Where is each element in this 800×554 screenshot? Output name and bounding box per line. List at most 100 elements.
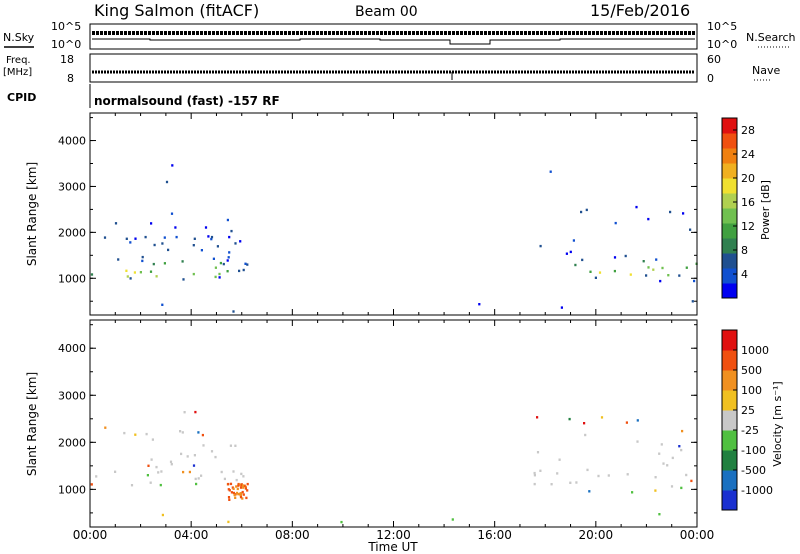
heatmap-cell bbox=[222, 262, 225, 266]
heatmap-cell bbox=[478, 303, 481, 306]
heatmap-cell bbox=[155, 275, 158, 278]
heatmap-cell bbox=[192, 464, 196, 467]
heatmap-cell bbox=[614, 221, 617, 225]
xtick-label: 20:00 bbox=[579, 528, 614, 542]
heatmap-cell bbox=[232, 470, 235, 473]
heatmap-cell bbox=[242, 493, 245, 496]
heatmap-cell bbox=[681, 429, 684, 433]
heatmap-cell bbox=[219, 261, 222, 265]
freq-panel bbox=[89, 53, 698, 83]
xtick-label: 00:00 bbox=[680, 528, 715, 542]
heatmap-cell bbox=[655, 258, 658, 261]
heatmap-cell bbox=[242, 484, 245, 487]
heatmap-cell bbox=[654, 489, 657, 492]
heatmap-cell bbox=[227, 520, 230, 524]
heatmap-cell bbox=[129, 277, 132, 280]
heatmap-cell bbox=[175, 235, 178, 239]
heatmap-cell bbox=[242, 475, 245, 478]
power-colorbar: 28 24 20 16 12 8 4 bbox=[721, 117, 755, 299]
freq-tick-bottom: 8 bbox=[67, 72, 74, 85]
heatmap-cell bbox=[230, 491, 233, 494]
heatmap-cell bbox=[635, 205, 638, 209]
colorbar-tick-label: 4 bbox=[741, 268, 748, 281]
freq-label: Freq. bbox=[6, 55, 31, 66]
heatmap-cell bbox=[195, 482, 198, 486]
heatmap-cell bbox=[647, 266, 650, 269]
heatmap-cell bbox=[114, 470, 117, 473]
heatmap-cell bbox=[667, 274, 670, 277]
heatmap-cell bbox=[169, 460, 173, 463]
heatmap-cell bbox=[194, 410, 197, 414]
heatmap-cell bbox=[230, 229, 233, 233]
heatmap-cell bbox=[227, 256, 230, 259]
heatmap-cell bbox=[682, 212, 685, 215]
heatmap-cell bbox=[560, 306, 563, 309]
heatmap-cell bbox=[680, 486, 683, 490]
heatmap-cell bbox=[580, 210, 583, 214]
colorbar-segment bbox=[722, 283, 737, 299]
ytick-label: 2000 bbox=[58, 436, 86, 449]
heatmap-cell bbox=[129, 241, 132, 244]
ytick-label: 3000 bbox=[58, 180, 86, 193]
colorbar-tick-label: -1000 bbox=[741, 484, 773, 497]
cpid-text: normalsound (fast) -157 RF bbox=[94, 94, 280, 108]
heatmap-cell bbox=[210, 237, 213, 241]
heatmap-cell bbox=[241, 497, 244, 500]
heatmap-cell bbox=[678, 445, 681, 448]
heatmap-cell bbox=[218, 272, 221, 276]
heatmap-cell bbox=[232, 487, 235, 490]
heatmap-cell bbox=[171, 164, 174, 167]
heatmap-cell bbox=[533, 482, 536, 486]
noise-tick-right-bottom: 10^0 bbox=[707, 38, 737, 51]
heatmap-cell bbox=[157, 471, 160, 474]
colorbar-segment bbox=[722, 350, 737, 371]
time-axis-label: Time UT bbox=[367, 540, 418, 554]
heatmap-cell bbox=[163, 236, 166, 239]
heatmap-cell bbox=[669, 210, 672, 214]
heatmap-cell bbox=[161, 513, 164, 517]
ytick-label: 1000 bbox=[58, 272, 86, 285]
heatmap-cell bbox=[670, 485, 674, 488]
heatmap-cell bbox=[141, 259, 144, 263]
heatmap-cell bbox=[228, 251, 231, 254]
colorbar-segment bbox=[722, 330, 737, 351]
heatmap-cell bbox=[170, 463, 173, 466]
heatmap-cell bbox=[104, 426, 107, 429]
heatmap-cell bbox=[125, 237, 128, 240]
heatmap-cell bbox=[613, 256, 617, 259]
colorbar-segment bbox=[722, 178, 737, 194]
heatmap-cell bbox=[227, 496, 231, 499]
colorbar-tick-label: 8 bbox=[741, 244, 748, 257]
heatmap-cell bbox=[539, 244, 542, 248]
heatmap-cell bbox=[647, 217, 650, 221]
heatmap-cell bbox=[680, 448, 683, 452]
heatmap-cell bbox=[223, 477, 226, 481]
heatmap-cell bbox=[226, 218, 229, 222]
heatmap-cell bbox=[200, 474, 203, 477]
heatmap-cell bbox=[631, 491, 634, 494]
heatmap-cell bbox=[150, 222, 153, 225]
heatmap-cell bbox=[239, 486, 243, 489]
heatmap-cell bbox=[245, 496, 248, 500]
heatmap-cell bbox=[180, 452, 183, 456]
heatmap-cell bbox=[150, 458, 153, 461]
heatmap-cell bbox=[188, 470, 191, 474]
heatmap-cell bbox=[558, 458, 561, 461]
heatmap-cell bbox=[533, 474, 536, 477]
colorbar-segment bbox=[722, 238, 737, 254]
nave-tick-top: 60 bbox=[707, 53, 721, 66]
ytick-label: 1000 bbox=[58, 483, 86, 496]
heatmap-cell bbox=[671, 456, 674, 460]
power-ylabel: Slant Range [km] bbox=[25, 162, 39, 266]
heatmap-cell bbox=[575, 481, 578, 484]
heatmap-cell bbox=[568, 417, 571, 421]
heatmap-cell bbox=[234, 242, 237, 245]
heatmap-cell bbox=[125, 269, 128, 272]
heatmap-cell bbox=[123, 431, 126, 435]
xtick-label: 08:00 bbox=[275, 528, 310, 542]
colorbar-segment bbox=[722, 470, 737, 491]
heatmap-cell bbox=[237, 484, 240, 487]
nsearch-trace bbox=[92, 38, 695, 45]
heatmap-cell bbox=[586, 468, 589, 472]
heatmap-cell bbox=[536, 416, 539, 419]
